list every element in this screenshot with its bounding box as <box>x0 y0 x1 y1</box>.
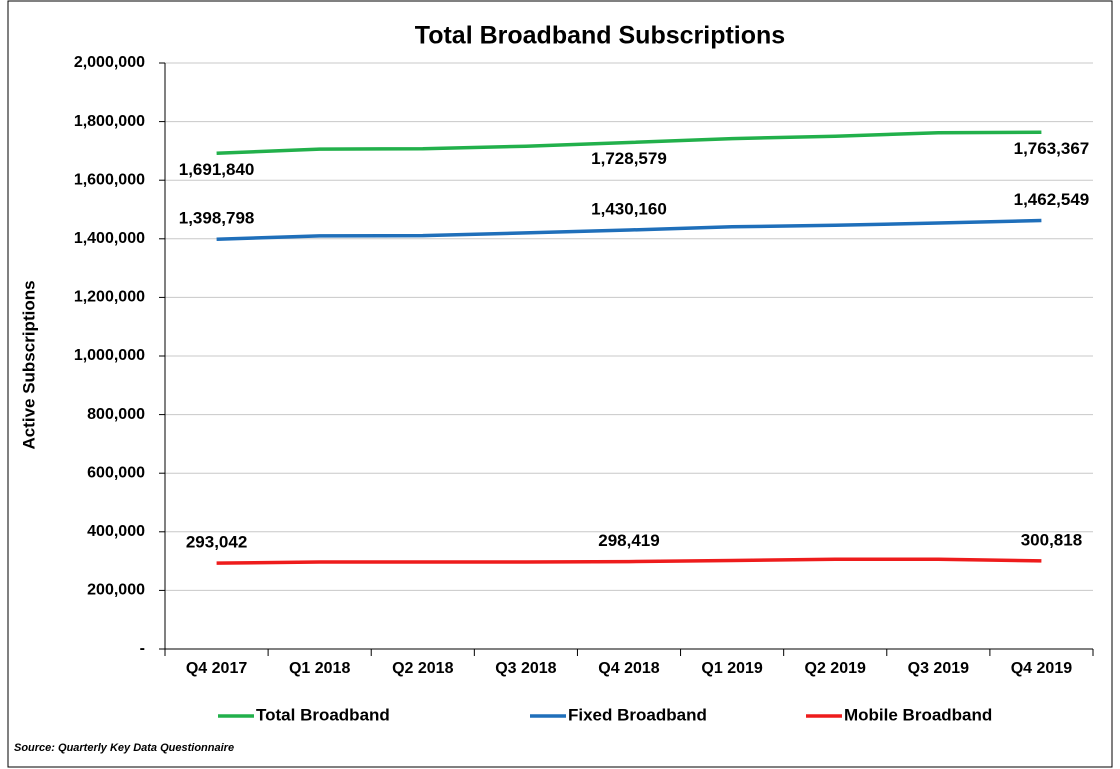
y-tick-label: 1,200,000 <box>74 289 145 306</box>
chart-title: Total Broadband Subscriptions <box>415 22 785 50</box>
legend-label: Fixed Broadband <box>568 705 707 724</box>
data-label: 300,818 <box>1021 530 1082 549</box>
data-label: 293,042 <box>186 533 247 552</box>
y-tick-label: - <box>140 640 145 657</box>
x-tick-label: Q4 2017 <box>186 660 247 677</box>
legend-label: Total Broadband <box>256 705 390 724</box>
series-line <box>216 130 1042 156</box>
data-label: 1,763,367 <box>1014 139 1090 158</box>
data-label: 298,419 <box>598 531 659 550</box>
data-label: 1,691,840 <box>179 160 255 179</box>
source-note: Source: Quarterly Key Data Questionnaire <box>14 742 234 754</box>
x-tick-label: Q3 2018 <box>495 660 556 677</box>
chart-border <box>7 0 1113 768</box>
x-tick-label: Q2 2018 <box>392 660 453 677</box>
y-tick-label: 1,000,000 <box>74 347 145 364</box>
x-tick-label: Q2 2019 <box>805 660 866 677</box>
x-tick-label: Q1 2018 <box>289 660 350 677</box>
legend-label: Mobile Broadband <box>844 705 992 724</box>
series-line <box>216 557 1042 565</box>
y-tick-label: 1,600,000 <box>74 171 145 188</box>
x-tick-label: Q3 2019 <box>908 660 969 677</box>
y-tick-label: 600,000 <box>87 464 145 481</box>
data-label: 1,728,579 <box>591 149 667 168</box>
y-axis-label: Active Subscriptions <box>19 280 38 449</box>
y-tick-label: 1,400,000 <box>74 230 145 247</box>
y-tick-label: 200,000 <box>87 582 145 599</box>
series-line <box>216 218 1042 241</box>
x-tick-label: Q1 2019 <box>701 660 762 677</box>
data-label: 1,398,798 <box>179 209 255 228</box>
y-tick-label: 800,000 <box>87 406 145 423</box>
x-tick-label: Q4 2018 <box>598 660 659 677</box>
y-tick-label: 1,800,000 <box>74 113 145 130</box>
y-tick-label: 2,000,000 <box>74 54 145 71</box>
data-label: 1,430,160 <box>591 199 667 218</box>
y-tick-label: 400,000 <box>87 523 145 540</box>
x-tick-label: Q4 2019 <box>1011 660 1072 677</box>
data-label: 1,462,549 <box>1014 190 1090 209</box>
